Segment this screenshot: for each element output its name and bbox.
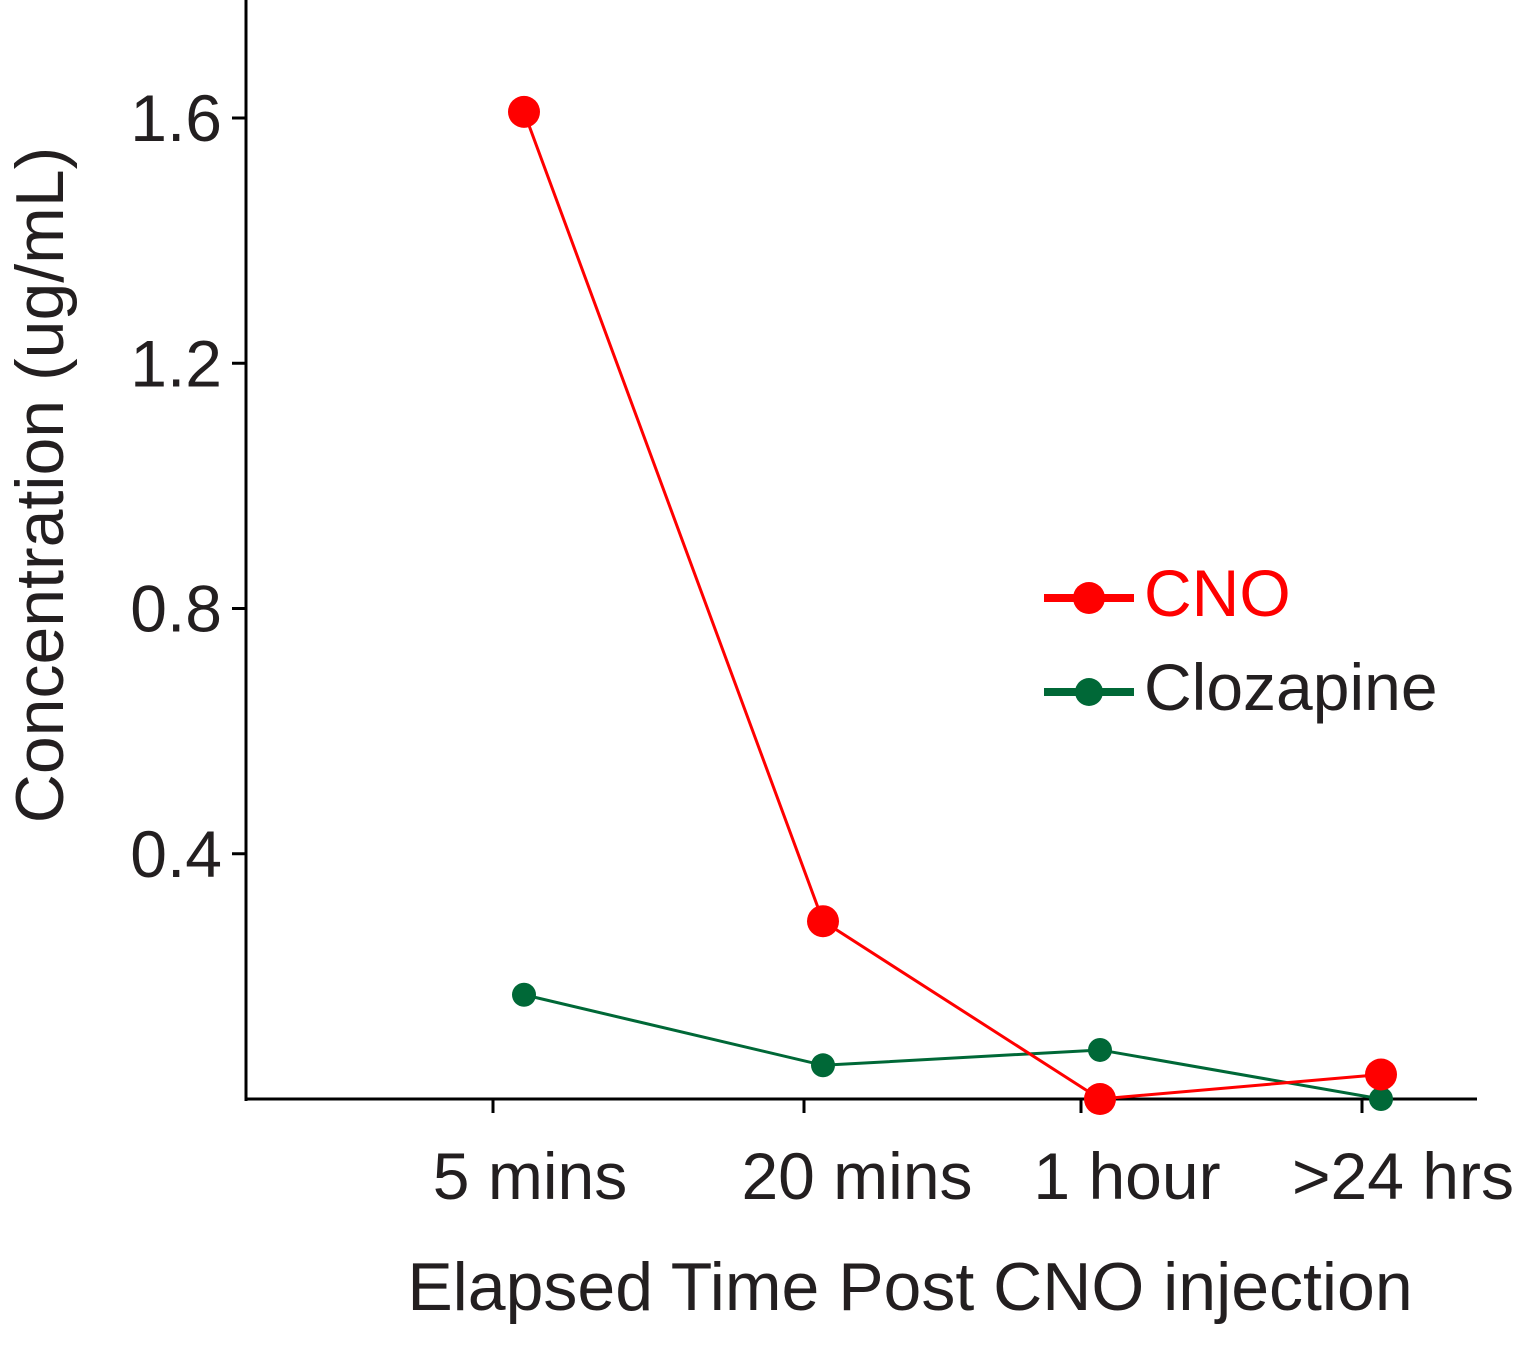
data-point-cno xyxy=(1365,1058,1397,1091)
x-tick-label: >24 hrs xyxy=(1292,1139,1514,1213)
legend-label-clozapine: Clozapine xyxy=(1144,650,1438,724)
data-point-clozapine xyxy=(811,1053,835,1078)
y-tick-label: 1.2 xyxy=(130,326,222,400)
legend-label-cno: CNO xyxy=(1144,556,1291,630)
legend-item-clozapine: Clozapine xyxy=(1044,650,1438,724)
series-line-cno xyxy=(522,111,1382,1101)
data-point-clozapine xyxy=(512,982,536,1007)
legend-item-cno: CNO xyxy=(1044,556,1291,630)
data-point-cno xyxy=(807,905,839,938)
plot-area: 0.4 0.8 1.2 1.6 5 mins 20 mins 1 hour >24 hrs xyxy=(130,0,1514,1213)
data-point-clozapine xyxy=(1088,1037,1112,1062)
data-point-cno xyxy=(508,95,540,128)
y-tick-label: 0.8 xyxy=(130,572,222,646)
series-line-clozapine xyxy=(523,993,1382,1101)
x-axis-title: Elapsed Time Post CNO injection xyxy=(407,1249,1412,1325)
data-point-clozapine xyxy=(1369,1087,1393,1111)
legend-swatch-marker-cno xyxy=(1073,582,1105,614)
legend: CNO Clozapine xyxy=(1044,556,1438,724)
y-tick-label: 0.4 xyxy=(130,817,222,891)
x-tick-label: 20 mins xyxy=(741,1139,972,1213)
y-tick-label: 1.6 xyxy=(130,81,222,155)
x-tick-label: 1 hour xyxy=(1033,1139,1220,1213)
legend-swatch-marker-clozapine xyxy=(1075,678,1103,706)
data-point-cno xyxy=(1084,1083,1116,1115)
x-tick-label: 5 mins xyxy=(433,1139,627,1213)
y-axis-title: Concentration (ug/mL) xyxy=(2,147,78,824)
